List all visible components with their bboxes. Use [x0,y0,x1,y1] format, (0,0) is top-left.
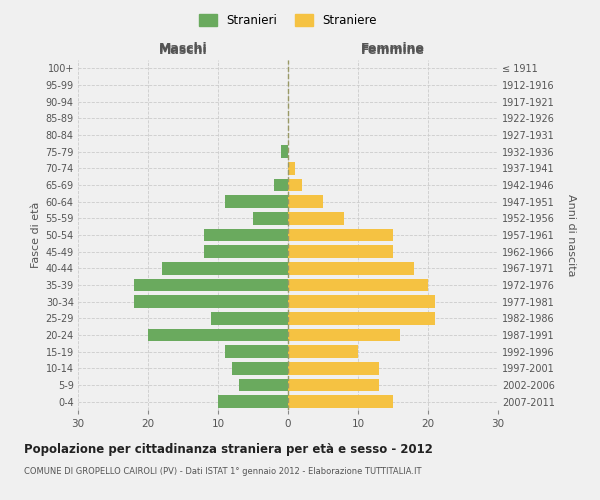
Bar [288,396,393,408]
Text: COMUNE DI GROPELLO CAIROLI (PV) - Dati ISTAT 1° gennaio 2012 - Elaborazione TUTT: COMUNE DI GROPELLO CAIROLI (PV) - Dati I… [24,468,421,476]
Bar [288,379,379,391]
Y-axis label: Fasce di età: Fasce di età [31,202,41,268]
Bar [225,346,288,358]
Bar [288,262,414,274]
Text: Femmine: Femmine [361,44,425,57]
Bar [288,179,302,192]
Y-axis label: Anni di nascita: Anni di nascita [566,194,576,276]
Bar [239,379,288,391]
Text: Popolazione per cittadinanza straniera per età e sesso - 2012: Popolazione per cittadinanza straniera p… [24,442,433,456]
Bar [232,362,288,374]
Bar [288,212,344,224]
Bar [134,279,288,291]
Bar [211,312,288,324]
Text: Femmine: Femmine [361,42,425,55]
Bar [288,162,295,174]
Bar [288,329,400,341]
Bar [288,196,323,208]
Bar [274,179,288,192]
Text: Maschi: Maschi [158,44,208,57]
Bar [162,262,288,274]
Text: Maschi: Maschi [158,42,208,55]
Bar [204,246,288,258]
Bar [288,246,393,258]
Bar [288,362,379,374]
Bar [148,329,288,341]
Legend: Stranieri, Straniere: Stranieri, Straniere [193,8,383,33]
Bar [288,279,428,291]
Bar [134,296,288,308]
Bar [281,146,288,158]
Bar [288,346,358,358]
Bar [225,196,288,208]
Bar [253,212,288,224]
Bar [288,296,435,308]
Bar [288,312,435,324]
Bar [204,229,288,241]
Bar [218,396,288,408]
Bar [288,229,393,241]
